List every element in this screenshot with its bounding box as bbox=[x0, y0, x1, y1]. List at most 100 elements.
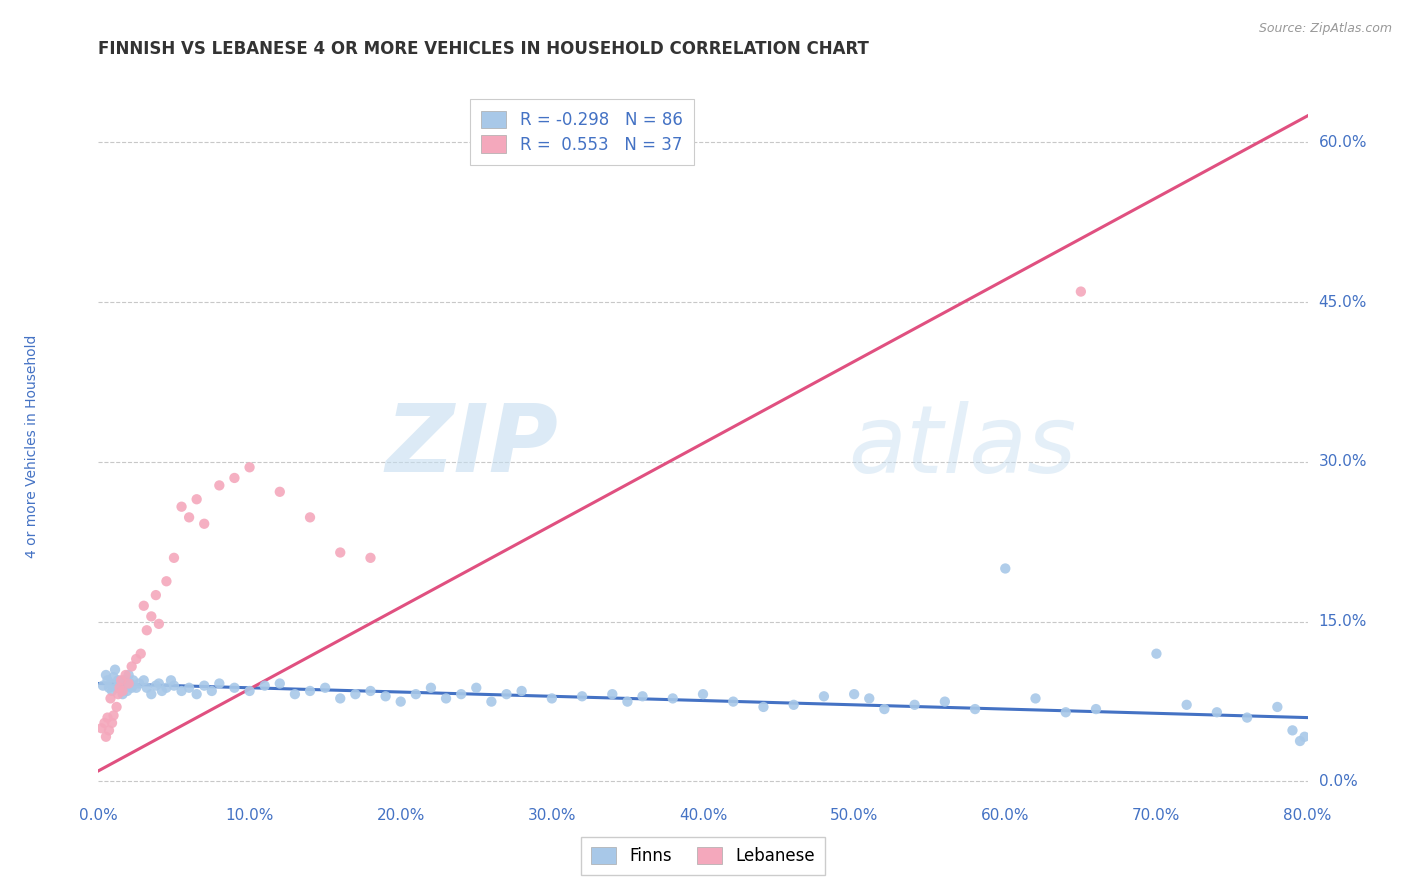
Point bbox=[540, 691, 562, 706]
Point bbox=[105, 700, 128, 714]
Point bbox=[329, 545, 352, 559]
Point bbox=[148, 676, 170, 690]
Point bbox=[495, 687, 517, 701]
Point bbox=[1206, 706, 1229, 720]
Point bbox=[112, 673, 135, 688]
Point bbox=[163, 550, 186, 565]
Point bbox=[108, 681, 131, 695]
Point bbox=[405, 687, 427, 701]
Point bbox=[90, 721, 112, 735]
Point bbox=[118, 676, 141, 690]
Point bbox=[994, 561, 1017, 575]
Point bbox=[782, 698, 804, 712]
Point bbox=[208, 676, 231, 690]
Point bbox=[1281, 723, 1303, 738]
Point bbox=[186, 492, 208, 507]
Point bbox=[360, 684, 382, 698]
Point bbox=[1175, 698, 1198, 712]
Point bbox=[132, 673, 155, 688]
Point bbox=[148, 616, 170, 631]
Point bbox=[269, 484, 291, 499]
Point bbox=[170, 500, 193, 514]
Point bbox=[105, 681, 128, 695]
Point bbox=[177, 681, 201, 695]
Point bbox=[118, 668, 141, 682]
Point bbox=[145, 588, 167, 602]
Point bbox=[813, 690, 835, 704]
Point bbox=[481, 695, 503, 709]
Point bbox=[103, 708, 125, 723]
Point bbox=[934, 695, 956, 709]
Point bbox=[602, 687, 624, 701]
Point bbox=[1294, 730, 1316, 744]
Point bbox=[135, 624, 157, 638]
Point bbox=[108, 676, 131, 690]
Point bbox=[374, 690, 396, 704]
Text: ZIP: ZIP bbox=[385, 400, 558, 492]
Point bbox=[121, 659, 143, 673]
Point bbox=[224, 681, 246, 695]
Point bbox=[1024, 691, 1046, 706]
Point bbox=[434, 691, 457, 706]
Point bbox=[115, 684, 138, 698]
Point bbox=[616, 695, 638, 709]
Point bbox=[145, 679, 167, 693]
Point bbox=[1236, 710, 1258, 724]
Legend: Finns, Lebanese: Finns, Lebanese bbox=[581, 837, 825, 875]
Point bbox=[141, 687, 163, 701]
Point bbox=[111, 687, 134, 701]
Point bbox=[201, 684, 224, 698]
Point bbox=[125, 652, 148, 666]
Point bbox=[224, 471, 246, 485]
Point bbox=[96, 673, 118, 688]
Point bbox=[858, 691, 880, 706]
Text: Source: ZipAtlas.com: Source: ZipAtlas.com bbox=[1258, 22, 1392, 36]
Text: 60.0%: 60.0% bbox=[1319, 135, 1367, 150]
Point bbox=[389, 695, 412, 709]
Point bbox=[193, 679, 215, 693]
Point bbox=[1054, 706, 1077, 720]
Point bbox=[101, 684, 124, 698]
Point bbox=[631, 690, 654, 704]
Point bbox=[269, 676, 291, 690]
Point bbox=[100, 691, 122, 706]
Point bbox=[104, 663, 127, 677]
Point bbox=[125, 681, 148, 695]
Text: 4 or more Vehicles in Household: 4 or more Vehicles in Household bbox=[25, 334, 39, 558]
Point bbox=[101, 715, 124, 730]
Point bbox=[1144, 647, 1167, 661]
Point bbox=[344, 687, 367, 701]
Point bbox=[419, 681, 441, 695]
Point bbox=[170, 684, 193, 698]
Text: 0.0%: 0.0% bbox=[1319, 774, 1357, 789]
Point bbox=[721, 695, 744, 709]
Point bbox=[186, 687, 208, 701]
Point bbox=[284, 687, 307, 701]
Point bbox=[128, 676, 150, 690]
Point bbox=[239, 684, 262, 698]
Point bbox=[98, 681, 121, 695]
Legend: R = -0.298   N = 86, R =  0.553   N = 37: R = -0.298 N = 86, R = 0.553 N = 37 bbox=[470, 99, 695, 165]
Point bbox=[571, 690, 593, 704]
Text: FINNISH VS LEBANESE 4 OR MORE VEHICLES IN HOUSEHOLD CORRELATION CHART: FINNISH VS LEBANESE 4 OR MORE VEHICLES I… bbox=[98, 40, 869, 58]
Point bbox=[163, 679, 186, 693]
Point bbox=[510, 684, 533, 698]
Text: 45.0%: 45.0% bbox=[1319, 294, 1367, 310]
Point bbox=[107, 687, 129, 701]
Point bbox=[94, 730, 117, 744]
Point bbox=[661, 691, 683, 706]
Point bbox=[160, 673, 183, 688]
Point bbox=[103, 670, 125, 684]
Point bbox=[208, 478, 231, 492]
Point bbox=[94, 668, 117, 682]
Point bbox=[114, 668, 136, 682]
Point bbox=[193, 516, 215, 531]
Text: 30.0%: 30.0% bbox=[1319, 455, 1367, 469]
Point bbox=[111, 684, 134, 698]
Point bbox=[873, 702, 896, 716]
Point bbox=[110, 673, 132, 688]
Point bbox=[844, 687, 866, 701]
Text: 15.0%: 15.0% bbox=[1319, 615, 1367, 629]
Point bbox=[98, 723, 121, 738]
Point bbox=[96, 710, 118, 724]
